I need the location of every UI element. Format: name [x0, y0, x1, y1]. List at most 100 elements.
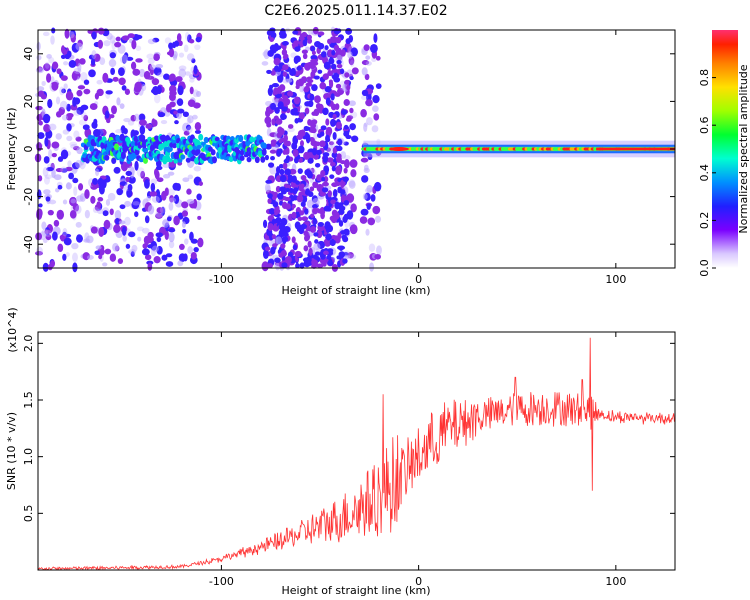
spectrogram-cell — [327, 49, 334, 58]
spectrogram-cell — [165, 261, 174, 267]
spectrogram-cell — [333, 44, 340, 52]
spectrogram-cell — [156, 177, 164, 183]
spectrogram-cell — [312, 147, 317, 156]
spectrogram-cell — [212, 156, 218, 164]
spectrogram-cell — [303, 245, 309, 252]
spectrogram-cell — [114, 210, 122, 220]
spectrogram-cell — [191, 114, 198, 120]
spectrogram-cell — [282, 162, 288, 170]
spectrogram-cell — [141, 83, 147, 92]
spectrogram-cell — [351, 135, 359, 143]
spectrogram-cell — [304, 208, 309, 215]
spectrogram-cell — [264, 154, 269, 161]
spectrogram-cell — [168, 47, 175, 58]
spectrogram-cell — [278, 127, 285, 136]
spectrogram-cell — [139, 125, 146, 135]
spectrogram-cell — [164, 37, 172, 44]
spectrogram-cell — [278, 30, 286, 37]
spectrogram-cell — [268, 232, 274, 241]
spectrogram-cell — [324, 73, 329, 80]
spectrogram-cell — [365, 61, 372, 66]
spectrogram-cell — [281, 48, 288, 56]
colorbar-tick-label: 0.0 — [698, 259, 711, 277]
colorbar-tick-label: 0.6 — [698, 116, 711, 134]
spectrogram-cell — [44, 61, 50, 69]
spectrogram-cell — [123, 118, 131, 123]
spectrogram-cell — [168, 197, 177, 203]
spectrogram-cell — [44, 174, 53, 180]
spectrogram-cell — [314, 141, 321, 147]
spectrogram-cell — [343, 167, 348, 174]
spectrogram-cell — [334, 103, 340, 111]
spectrogram-cell — [304, 107, 310, 115]
spectrogram-cell — [50, 35, 55, 45]
spectrogram-cell — [313, 75, 320, 80]
spectrogram-cell — [143, 70, 151, 80]
spectrogram-cell — [64, 53, 71, 60]
spectrogram-cell — [121, 35, 130, 41]
spectrogram-cell — [367, 217, 376, 226]
spectrogram-cell — [339, 189, 346, 195]
spectrogram-cell — [66, 123, 72, 132]
spectrogram-cell — [317, 221, 325, 227]
spectrogram-cell — [153, 94, 161, 104]
spectrogram-cell — [344, 230, 350, 236]
spectrogram-cell — [335, 36, 342, 44]
spectrogram-cell — [44, 176, 50, 185]
spectrogram-cell — [265, 179, 273, 184]
spectrogram-cell — [144, 178, 150, 189]
spectrogram-cell — [96, 201, 101, 210]
spectrogram-cell — [309, 93, 315, 101]
spectrogram-cell — [43, 63, 51, 72]
spectrogram-cell — [304, 168, 312, 176]
spectrogram-cell — [197, 215, 202, 220]
spectrogram-cell — [97, 27, 105, 35]
spectrogram-cell — [60, 54, 66, 60]
spectrogram-cell — [69, 141, 78, 147]
spectrogram-cell — [138, 113, 146, 122]
spectrogram-cell — [295, 263, 300, 269]
spectrogram-cell — [214, 136, 220, 142]
spectrogram-cell — [365, 55, 371, 60]
colorbar-tick-label: 0.4 — [698, 164, 711, 182]
spectrogram-cell — [296, 227, 302, 232]
spectrogram-cell — [366, 117, 373, 126]
spectrogram-cell — [311, 111, 317, 116]
spectrogram-cell — [186, 116, 192, 126]
spectrogram-cell — [344, 159, 350, 169]
spectrogram-cell — [342, 176, 349, 182]
spectrogram-cell — [369, 262, 375, 272]
spectrogram-cell — [90, 226, 98, 234]
spectrogram-cell — [267, 198, 272, 204]
spectrogram-cell — [362, 193, 368, 200]
spectrogram-cell — [295, 180, 300, 185]
spectrogram-cell — [168, 228, 176, 233]
spectrogram-cell — [111, 40, 117, 51]
spectrogram-cell — [305, 227, 313, 232]
spectrogram-cell — [76, 147, 83, 155]
spectrogram-cell — [76, 234, 83, 243]
spectrogram-cell — [109, 253, 117, 262]
spectrogram-cell — [109, 52, 117, 59]
spectrogram-cell — [124, 88, 131, 95]
spectrogram-cell — [331, 165, 336, 172]
spectrogram-cell — [174, 40, 180, 47]
spectrogram-cell — [70, 33, 77, 43]
spectrogram-cell — [51, 153, 57, 158]
spectrogram-cell — [293, 56, 299, 64]
spectrogram-cell — [293, 187, 299, 192]
spectrogram-cell — [264, 246, 271, 251]
spectrogram-cell — [320, 211, 325, 220]
spectrogram-cell — [70, 198, 77, 204]
spectrogram-cell — [349, 159, 358, 168]
spectrogram-cell — [115, 129, 123, 134]
spectrogram-cell — [100, 141, 106, 150]
spectrogram-cell — [105, 199, 111, 206]
spectrogram-cell — [85, 235, 94, 244]
spectrogram-cell — [301, 49, 308, 55]
spectrogram-cell — [119, 204, 126, 210]
spectrogram-cell — [310, 45, 316, 52]
spectrogram-cell — [65, 182, 72, 190]
spectrogram-cell — [260, 156, 266, 163]
spectrogram-cell — [305, 221, 310, 226]
